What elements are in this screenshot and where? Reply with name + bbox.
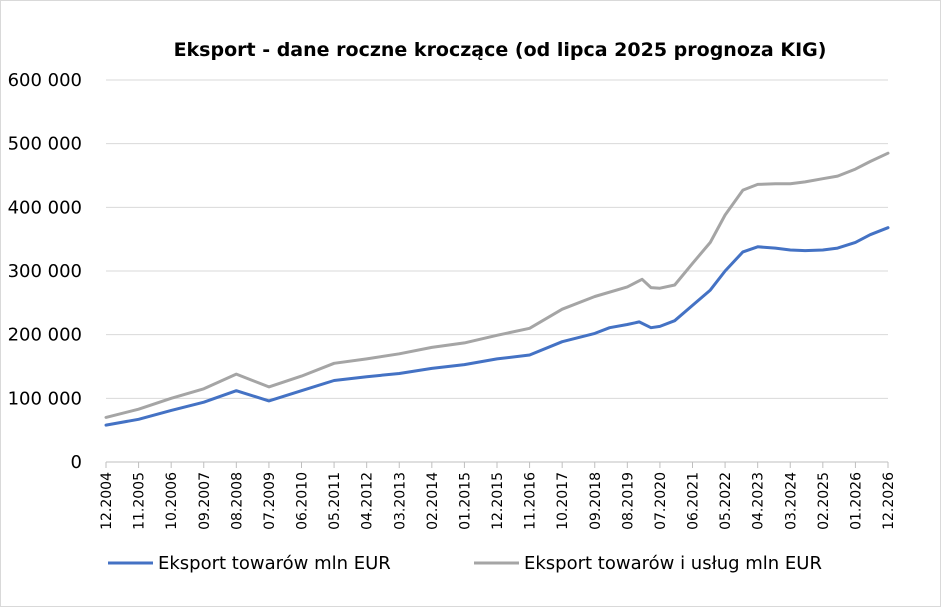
- x-tick-label: 04.2012: [360, 472, 376, 530]
- gridlines: [106, 79, 888, 399]
- x-tick-label: 04.2023: [751, 472, 767, 530]
- x-tick-label: 06.2010: [295, 472, 311, 530]
- x-tick-label: 03.2024: [783, 472, 799, 530]
- x-tick-label: 09.2018: [588, 472, 604, 530]
- x-axis: [105, 461, 889, 468]
- y-axis-tick-labels: 0 100 000 200 000 300 000 400 000 500 000 600 …: [8, 70, 82, 473]
- x-tick-label: 08.2008: [229, 472, 245, 530]
- x-tick-label: 02.2025: [816, 472, 832, 530]
- chart-title: Eksport - dane roczne kroczące (od lipca…: [174, 39, 827, 61]
- x-axis-tick-labels: 12.2004 11.2005 10.2006 09.2007 08.2008 07.20…: [99, 472, 897, 530]
- x-tick-label: 02.2014: [425, 472, 441, 530]
- x-tick-label: 11.2016: [523, 472, 539, 530]
- x-tick-label: 10.2017: [555, 472, 571, 530]
- x-tick-label: 05.2022: [718, 472, 734, 530]
- legend-label: Eksport towarów mln EUR: [158, 553, 391, 574]
- x-tick-label: 12.2004: [99, 472, 115, 530]
- legend: Eksport towarów mln EUR Eksport towarów i…: [108, 553, 822, 574]
- y-tick-label: 0: [71, 452, 82, 473]
- x-tick-label: 10.2006: [164, 472, 180, 530]
- legend-label: Eksport towarów i usług mln EUR: [524, 553, 822, 574]
- x-tick-label: 11.2005: [132, 472, 148, 530]
- x-tick-label: 07.2009: [262, 472, 278, 530]
- x-tick-label: 03.2013: [392, 472, 408, 530]
- y-tick-label: 600 000: [8, 70, 82, 91]
- x-tick-label: 06.2021: [686, 472, 702, 530]
- x-tick-label: 09.2007: [197, 472, 213, 530]
- series-line-2: [104, 151, 890, 419]
- y-tick-label: 100 000: [8, 388, 82, 409]
- y-tick-label: 400 000: [8, 197, 82, 218]
- y-tick-label: 500 000: [8, 134, 82, 155]
- x-tick-label: 12.2015: [490, 472, 506, 530]
- x-tick-label: 07.2020: [653, 472, 669, 530]
- series-lines: [104, 151, 890, 427]
- y-tick-label: 300 000: [8, 261, 82, 282]
- x-tick-label: 01.2015: [457, 472, 473, 530]
- x-tick-label: 01.2026: [848, 472, 864, 530]
- x-tick-label: 05.2011: [327, 472, 343, 530]
- series-line-1: [104, 226, 890, 427]
- y-tick-label: 200 000: [8, 325, 82, 346]
- x-tick-label: 08.2019: [620, 472, 636, 530]
- x-tick-label: 12.2026: [881, 472, 897, 530]
